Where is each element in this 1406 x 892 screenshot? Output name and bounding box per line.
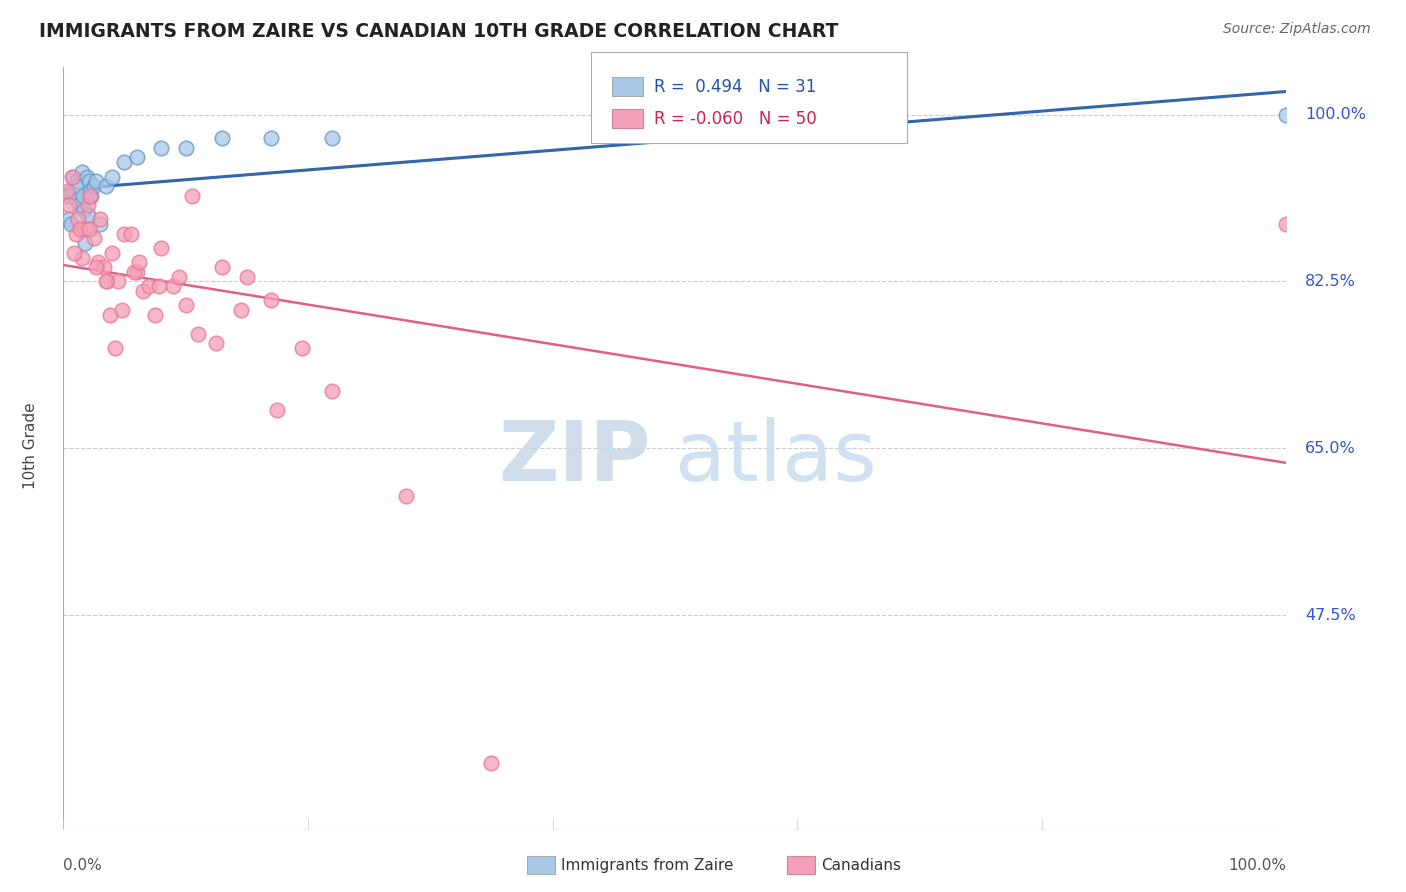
- Point: [66, 174, 89, 188]
- Point: [395, 489, 418, 503]
- Point: [83, 231, 105, 245]
- Point: [93, 260, 115, 274]
- Point: [128, 255, 150, 269]
- Point: [62, 169, 84, 184]
- Text: 10th Grade: 10th Grade: [24, 402, 38, 490]
- Point: [122, 265, 145, 279]
- Point: [321, 384, 343, 398]
- Point: [73, 202, 96, 217]
- Point: [187, 326, 209, 341]
- Point: [205, 336, 228, 351]
- Point: [169, 269, 191, 284]
- Point: [1275, 107, 1298, 121]
- Point: [143, 308, 166, 322]
- Point: [229, 303, 252, 318]
- Point: [1275, 217, 1298, 231]
- Point: [76, 208, 98, 222]
- Point: [162, 279, 184, 293]
- Point: [89, 217, 111, 231]
- Text: 100.0%: 100.0%: [1229, 858, 1286, 873]
- Point: [63, 245, 86, 260]
- Point: [96, 274, 118, 288]
- Text: Canadians: Canadians: [821, 858, 901, 872]
- Point: [180, 188, 202, 202]
- Point: [114, 155, 135, 169]
- Point: [79, 188, 101, 202]
- Point: [321, 131, 343, 145]
- Point: [260, 293, 283, 308]
- Point: [174, 298, 197, 312]
- Point: [58, 198, 80, 212]
- Point: [84, 260, 107, 274]
- Point: [260, 131, 283, 145]
- Point: [150, 141, 173, 155]
- Text: 82.5%: 82.5%: [1305, 274, 1355, 289]
- Point: [481, 756, 503, 770]
- Text: 65.0%: 65.0%: [1305, 441, 1355, 456]
- Point: [72, 188, 94, 202]
- Point: [98, 308, 121, 322]
- Text: R =  0.494   N = 31: R = 0.494 N = 31: [654, 78, 815, 95]
- Point: [266, 403, 288, 417]
- Point: [107, 274, 129, 288]
- Point: [94, 274, 117, 288]
- Point: [80, 188, 103, 202]
- Text: atlas: atlas: [675, 417, 876, 499]
- Point: [138, 279, 160, 293]
- Point: [89, 212, 111, 227]
- Point: [77, 174, 100, 188]
- Point: [76, 169, 98, 184]
- Point: [125, 265, 148, 279]
- Point: [77, 222, 100, 236]
- Point: [111, 303, 134, 318]
- Point: [86, 255, 108, 269]
- Point: [65, 227, 87, 241]
- Point: [70, 251, 93, 265]
- Point: [235, 269, 259, 284]
- Point: [120, 227, 142, 241]
- Point: [75, 222, 97, 236]
- Point: [56, 184, 79, 198]
- Point: [75, 236, 97, 251]
- Text: 100.0%: 100.0%: [1305, 107, 1365, 122]
- Text: ZIP: ZIP: [498, 417, 651, 499]
- Point: [148, 279, 170, 293]
- Point: [67, 198, 90, 212]
- Point: [83, 179, 105, 194]
- Point: [94, 179, 117, 194]
- Point: [84, 174, 107, 188]
- Point: [59, 217, 82, 231]
- Point: [104, 341, 127, 355]
- Point: [70, 165, 93, 179]
- Point: [66, 212, 89, 227]
- Point: [101, 169, 124, 184]
- Point: [69, 222, 91, 236]
- Text: IMMIGRANTS FROM ZAIRE VS CANADIAN 10TH GRADE CORRELATION CHART: IMMIGRANTS FROM ZAIRE VS CANADIAN 10TH G…: [39, 22, 839, 41]
- Text: 47.5%: 47.5%: [1305, 607, 1355, 623]
- Point: [114, 227, 135, 241]
- Point: [132, 284, 155, 298]
- Point: [65, 194, 87, 208]
- Point: [150, 241, 173, 255]
- Point: [125, 151, 148, 165]
- Text: R = -0.060   N = 50: R = -0.060 N = 50: [654, 110, 817, 128]
- Point: [56, 188, 79, 202]
- Point: [291, 341, 314, 355]
- Text: Immigrants from Zaire: Immigrants from Zaire: [561, 858, 734, 872]
- Point: [79, 184, 101, 198]
- Point: [211, 260, 233, 274]
- Point: [101, 245, 124, 260]
- Text: Source: ZipAtlas.com: Source: ZipAtlas.com: [1223, 22, 1371, 37]
- Point: [60, 169, 83, 184]
- Text: 0.0%: 0.0%: [63, 858, 103, 873]
- Point: [211, 131, 233, 145]
- Point: [60, 184, 83, 198]
- Point: [174, 141, 197, 155]
- Point: [66, 179, 89, 194]
- Point: [76, 198, 98, 212]
- Point: [58, 212, 80, 227]
